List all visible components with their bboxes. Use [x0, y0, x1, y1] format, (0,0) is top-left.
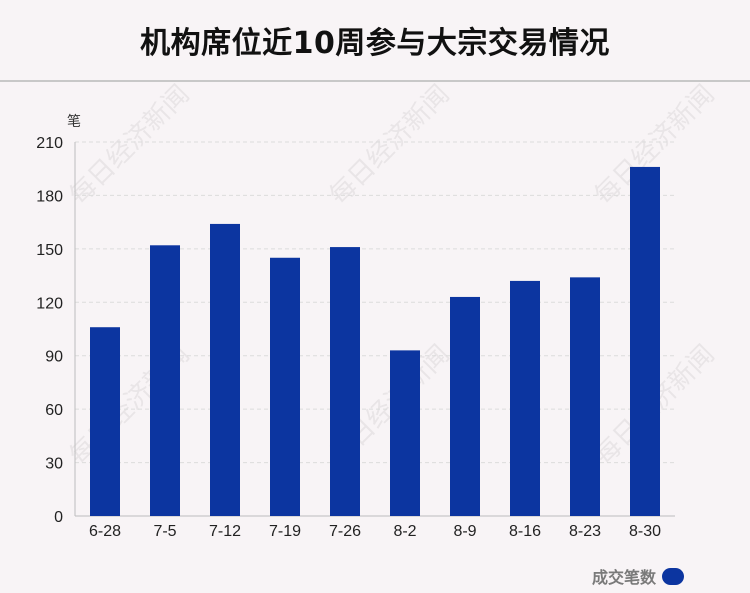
x-tick-label: 6-28 — [89, 523, 121, 540]
x-tick-label: 8-9 — [453, 523, 476, 540]
x-tick-label: 8-30 — [629, 523, 661, 540]
x-tick-label: 7-12 — [209, 523, 241, 540]
bar — [450, 296, 480, 516]
y-axis-unit-label: 笔 — [67, 114, 81, 130]
bar — [390, 350, 420, 516]
x-tick-label: 7-26 — [329, 523, 361, 540]
bar — [630, 166, 660, 516]
x-tick-label: 8-2 — [393, 523, 416, 540]
bar — [90, 327, 120, 516]
bar — [570, 277, 600, 516]
chart-title: 机构席位近10周参与大宗交易情况 — [140, 26, 610, 61]
title-divider — [0, 80, 750, 82]
y-tick-label: 60 — [45, 402, 63, 419]
bar — [270, 257, 300, 516]
legend-label: 成交笔数 — [591, 568, 656, 587]
y-tick-label: 150 — [36, 242, 63, 259]
y-tick-label: 90 — [45, 349, 63, 366]
legend-swatch — [662, 567, 684, 585]
x-tick-label: 8-16 — [509, 523, 541, 540]
legend: 成交笔数 — [592, 564, 684, 588]
bar — [210, 223, 240, 516]
x-tick-label: 8-23 — [569, 523, 601, 540]
y-tick-label: 180 — [36, 188, 63, 205]
y-tick-label: 0 — [54, 509, 63, 526]
y-tick-label: 30 — [45, 456, 63, 473]
x-tick-label: 7-19 — [269, 523, 301, 540]
x-tick-label: 7-5 — [153, 523, 176, 540]
bar — [330, 247, 360, 517]
bar — [510, 280, 540, 516]
bar — [150, 245, 180, 517]
y-tick-label: 120 — [36, 295, 63, 312]
y-tick-label: 210 — [36, 135, 63, 152]
